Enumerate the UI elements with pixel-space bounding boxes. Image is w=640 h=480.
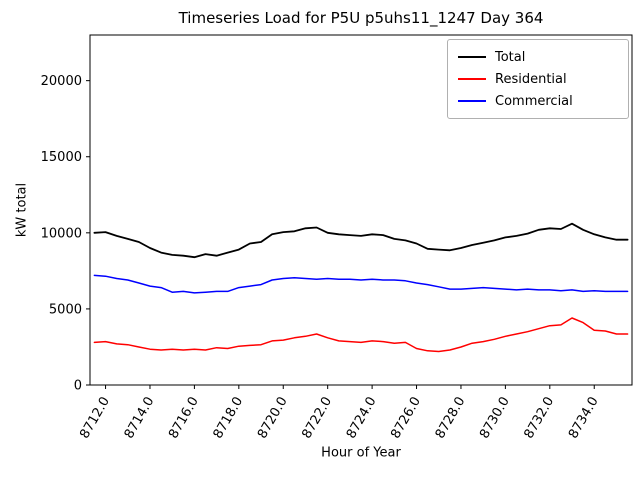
y-axis-label: kW total — [14, 182, 30, 238]
y-tick-label: 20000 — [41, 74, 82, 89]
x-tick-label: 8722.0 — [299, 395, 335, 442]
x-tick-label: 8726.0 — [388, 395, 424, 442]
axes-spines — [89, 34, 633, 386]
y-tick-label: 0 — [74, 379, 82, 394]
y-tick-label: 10000 — [41, 226, 82, 241]
legend-label-commercial: Commercial — [495, 93, 573, 109]
series-line-commercial — [93, 274, 629, 294]
legend-label-residential: Residential — [495, 71, 567, 87]
legend-item-total: Total — [458, 46, 618, 68]
legend-line-total-swatch — [458, 56, 486, 58]
legend-label-total: Total — [495, 49, 526, 65]
legend-line-commercial-swatch — [458, 100, 486, 102]
legend-item-residential: Residential — [458, 68, 618, 90]
x-tick-label: 8712.0 — [77, 395, 113, 442]
legend-line-residential-swatch — [458, 78, 486, 80]
x-tick-label: 8724.0 — [344, 395, 380, 442]
x-axis-label: Hour of Year — [321, 445, 401, 461]
x-tick-label: 8728.0 — [433, 395, 469, 442]
series-line-residential — [93, 317, 629, 353]
y-tick-label: 5000 — [49, 302, 82, 317]
x-tick-label: 8718.0 — [211, 395, 247, 442]
x-tick-label: 8732.0 — [522, 395, 558, 442]
chart-title: Timeseries Load for P5U p5uhs11_1247 Day… — [178, 9, 544, 27]
x-tick-label: 8734.0 — [566, 395, 602, 442]
legend: Total Residential Commercial — [447, 39, 629, 119]
legend-item-commercial: Commercial — [458, 90, 618, 112]
series-line-total — [93, 222, 629, 259]
x-tick-label: 8716.0 — [166, 395, 202, 442]
x-tick-label: 8714.0 — [122, 395, 158, 442]
y-tick-label: 15000 — [41, 150, 82, 165]
x-tick-label: 8730.0 — [477, 395, 513, 442]
x-tick-label: 8720.0 — [255, 395, 291, 442]
